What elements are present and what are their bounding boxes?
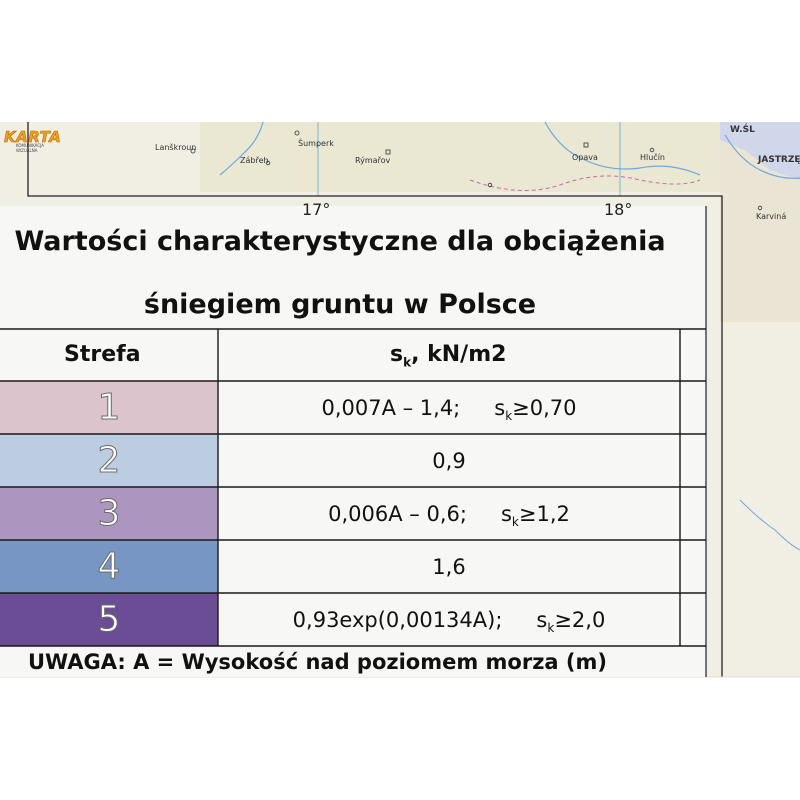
- town-label: Lanškroun: [155, 143, 197, 152]
- zone-swatch-1: [0, 381, 218, 434]
- column-header-zone: Strefa: [64, 342, 141, 367]
- town-label: Šumperk: [298, 139, 334, 148]
- town-label: Zábřeh: [240, 156, 269, 165]
- town-label: W.ŚL: [730, 125, 755, 135]
- logo-subtitle: KOMUNIKACJA WIZUALNA: [16, 143, 44, 153]
- zone-swatch-5: [0, 593, 218, 646]
- town-label: Opava: [572, 153, 598, 162]
- river: [544, 121, 701, 176]
- legend-title-line1: Wartości charakterystyczne dla obciążeni…: [14, 226, 666, 257]
- logo-text: KARTA: [4, 128, 62, 147]
- zone-swatch-2: [0, 434, 218, 487]
- zone-number: 5: [97, 599, 121, 640]
- border-line: [469, 175, 701, 191]
- river: [219, 121, 264, 176]
- town-label: Hlučín: [640, 153, 665, 162]
- zone-swatch-4: [0, 540, 218, 593]
- zone-value: 0,007A – 1,4; sk≥0,70: [321, 396, 577, 424]
- column-header-value: sk, kN/m2: [390, 342, 507, 370]
- town-label: JASTRZĘ: [758, 155, 800, 165]
- map-frame: [27, 122, 723, 677]
- zone-number: 1: [97, 387, 121, 428]
- zone-value: 1,6: [432, 555, 466, 579]
- longitude-label: 17°: [302, 200, 331, 219]
- longitude-label: 18°: [604, 200, 633, 219]
- town-label: Karviná: [756, 212, 787, 221]
- zone-value: 0,9: [432, 449, 466, 473]
- table-grid: [0, 328, 706, 647]
- legend-note: UWAGA: A = Wysokość nad poziomem morza (…: [28, 650, 607, 674]
- river: [724, 134, 800, 179]
- zone-value: 0,93exp(0,00134A); sk≥2,0: [292, 608, 606, 636]
- zone-swatch-3: [0, 487, 218, 540]
- zone-number: 3: [97, 493, 121, 534]
- zone-number: 2: [97, 440, 121, 481]
- zone-number: 4: [97, 546, 121, 587]
- town-label: Rýmařov: [355, 156, 391, 165]
- legend-title-line2: śniegiem gruntu w Polsce: [143, 289, 537, 320]
- river: [739, 499, 800, 551]
- karta-logo: KARTA KOMUNIKACJA WIZUALNA: [4, 128, 66, 153]
- zone-value: 0,006A – 0,6; sk≥1,2: [328, 502, 570, 530]
